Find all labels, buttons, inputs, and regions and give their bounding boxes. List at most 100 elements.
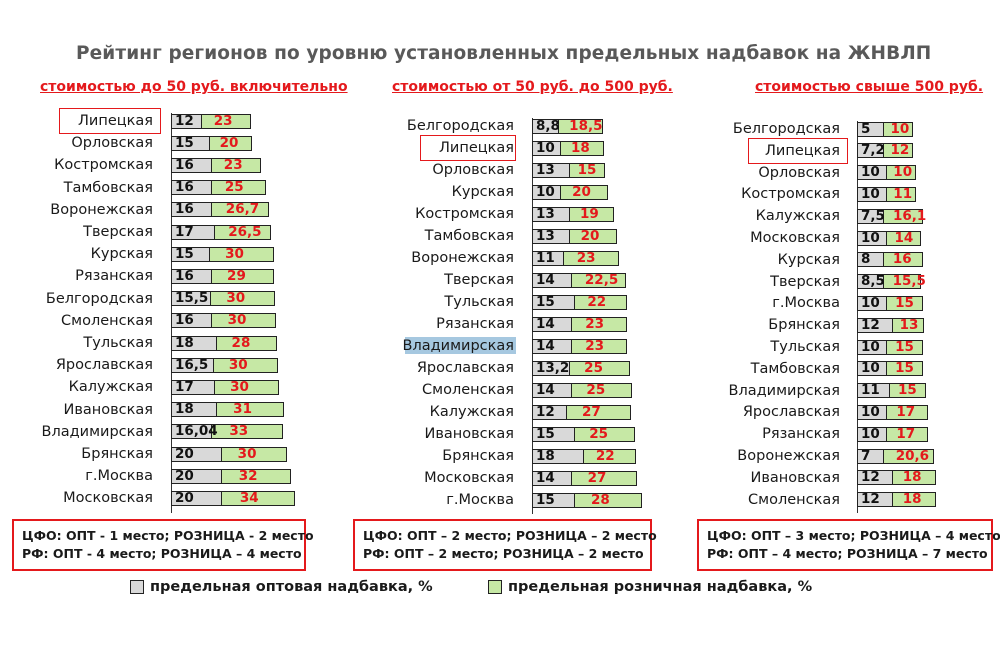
bar xyxy=(532,360,630,376)
data-label-retail: 25 xyxy=(224,179,244,196)
y-axis-line xyxy=(857,121,858,514)
data-label-wholesale: 13 xyxy=(536,161,555,178)
data-label-wholesale: 10 xyxy=(536,139,555,156)
category-label: Смоленская xyxy=(61,312,153,329)
category-label: Тульская xyxy=(770,339,840,355)
category-label: Ивановская xyxy=(63,401,153,418)
category-label: Смоленская xyxy=(748,491,840,508)
bar xyxy=(532,426,635,442)
category-label: Калужская xyxy=(755,208,840,225)
chart-subtitle: стоимостью до 50 руб. включительно xyxy=(40,79,348,95)
ranking-summary-line: ЦФО: ОПТ – 3 место; РОЗНИЦА – 4 место xyxy=(707,528,1000,543)
bar-wholesale xyxy=(533,251,564,265)
data-label-retail: 23 xyxy=(223,156,243,173)
data-label-retail: 25 xyxy=(586,381,606,398)
category-label: г.Москва xyxy=(446,492,514,508)
category-label: Ивановская xyxy=(750,469,840,486)
data-label-wholesale: 16 xyxy=(175,201,194,218)
data-label-wholesale: 10 xyxy=(861,360,880,377)
category-label: Калужская xyxy=(68,379,153,396)
data-label-retail: 31 xyxy=(233,401,252,418)
bar xyxy=(532,184,609,200)
bar xyxy=(171,379,279,395)
bar-retail xyxy=(209,136,252,150)
bar xyxy=(857,295,923,311)
bar-wholesale xyxy=(858,209,884,223)
category-label: Воронежская xyxy=(50,201,153,218)
ranking-summary-line: РФ: ОПТ – 2 место; РОЗНИЦА – 2 место xyxy=(363,546,644,561)
data-label-wholesale: 13,2 xyxy=(536,359,570,376)
data-label-retail: 20 xyxy=(219,134,239,151)
category-label: Белгородская xyxy=(406,118,514,134)
data-label-retail: 16 xyxy=(892,251,912,268)
category-label: г.Москва xyxy=(772,295,840,312)
bar-retail xyxy=(892,471,936,485)
data-label-retail: 28 xyxy=(231,334,251,351)
bar-wholesale xyxy=(172,136,210,150)
data-label-retail: 30 xyxy=(230,378,249,395)
category-label: Тверская xyxy=(770,273,840,290)
category-label: Ярославская xyxy=(742,404,840,421)
bar xyxy=(532,404,631,420)
bar xyxy=(171,246,274,262)
bar xyxy=(171,202,270,218)
bar xyxy=(171,224,272,240)
bar-wholesale xyxy=(858,318,893,332)
data-label-retail: 33 xyxy=(229,423,249,440)
bar-wholesale xyxy=(858,231,887,245)
bar xyxy=(532,118,603,134)
bar-retail xyxy=(575,295,627,309)
category-label: Владимирская xyxy=(41,423,153,440)
data-label-wholesale: 10 xyxy=(536,183,555,200)
bar-retail xyxy=(566,405,630,419)
category-label: Костромская xyxy=(415,206,514,222)
data-label-retail: 25 xyxy=(589,425,609,442)
data-label-retail: 26,5 xyxy=(228,223,262,240)
bar-retail xyxy=(886,362,922,376)
bar xyxy=(857,121,913,137)
data-label-retail: 23 xyxy=(585,337,604,354)
bar xyxy=(171,446,287,462)
bar-wholesale xyxy=(172,225,215,239)
data-label-retail: 30 xyxy=(226,290,246,307)
data-label-retail: 14 xyxy=(894,229,914,246)
category-label: Липецкая xyxy=(765,142,840,159)
category-label: Рязанская xyxy=(762,426,840,443)
data-label-retail: 23 xyxy=(585,315,604,332)
category-label: Костромская xyxy=(54,157,153,174)
data-label-retail: 22,5 xyxy=(584,271,619,288)
bar-retail xyxy=(570,361,629,375)
data-label-wholesale: 10 xyxy=(861,403,880,420)
bar-retail xyxy=(569,229,616,243)
bar xyxy=(532,206,615,222)
ranking-summary-line: РФ: ОПТ – 4 место; РОЗНИЦА – 7 место xyxy=(707,546,988,561)
bar-retail xyxy=(886,340,922,354)
category-label: Белгородская xyxy=(732,121,840,137)
data-label-retail: 29 xyxy=(227,267,246,284)
highlighted-region-background xyxy=(405,337,516,354)
data-label-wholesale: 20 xyxy=(175,467,194,484)
category-label: Ивановская xyxy=(424,426,514,442)
bar xyxy=(857,252,923,268)
data-label-wholesale: 10 xyxy=(861,338,880,355)
bar xyxy=(857,165,916,181)
bar-retail xyxy=(575,427,634,441)
bar-wholesale xyxy=(858,122,884,136)
category-label: Тамбовская xyxy=(750,360,840,377)
bar xyxy=(532,470,637,486)
bar xyxy=(857,274,922,290)
bar xyxy=(857,361,923,377)
bar xyxy=(171,335,278,351)
data-label-wholesale: 18 xyxy=(536,447,555,464)
data-label-wholesale: 16 xyxy=(175,267,194,284)
ranking-summary-box: ЦФО: ОПТ – 2 место; РОЗНИЦА – 2 место РФ:… xyxy=(353,519,657,571)
bar xyxy=(171,180,266,196)
bar-wholesale xyxy=(858,253,884,267)
bar-wholesale xyxy=(858,384,890,398)
bar-retail xyxy=(884,253,922,267)
bar xyxy=(171,468,291,484)
legend-item-wholesale: предельная оптовая надбавка, % xyxy=(130,579,433,595)
bar xyxy=(532,316,627,332)
bar-retail xyxy=(886,296,922,310)
category-label: Московская xyxy=(424,470,514,486)
